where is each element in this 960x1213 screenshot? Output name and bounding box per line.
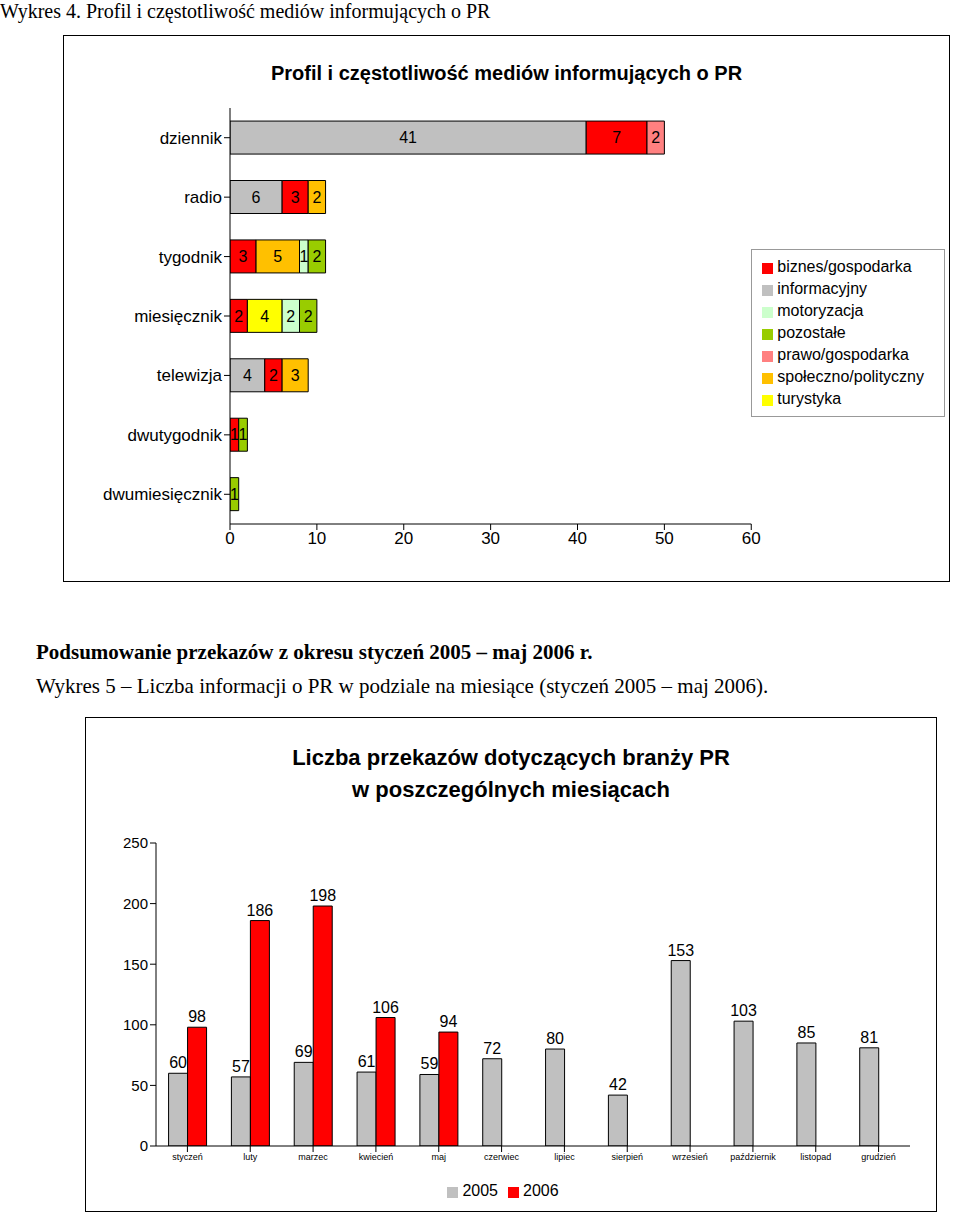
svg-text:czerwiec: czerwiec bbox=[484, 1152, 520, 1162]
svg-text:styczeń: styczeń bbox=[172, 1152, 203, 1162]
svg-text:30: 30 bbox=[481, 529, 500, 548]
svg-text:1: 1 bbox=[230, 426, 239, 443]
svg-text:4: 4 bbox=[260, 308, 269, 325]
svg-text:wrzesień: wrzesień bbox=[671, 1152, 708, 1162]
html-text:Liczba przekazów dotyczących b: Liczba przekazów dotyczących branży PR bbox=[292, 745, 730, 770]
svg-text:2: 2 bbox=[312, 189, 321, 206]
html-text:2006: 2006 bbox=[523, 1182, 559, 1199]
svg-text:2: 2 bbox=[304, 308, 313, 325]
svg-text:2: 2 bbox=[269, 367, 278, 384]
svg-text:radio: radio bbox=[184, 188, 222, 207]
svg-text:103: 103 bbox=[730, 1002, 757, 1019]
svg-text:69: 69 bbox=[295, 1043, 313, 1060]
svg-text:250: 250 bbox=[123, 834, 148, 851]
svg-text:106: 106 bbox=[372, 999, 399, 1016]
svg-text:dwutygodnik: dwutygodnik bbox=[127, 426, 222, 445]
svg-text:marzec: marzec bbox=[298, 1152, 328, 1162]
svg-text:10: 10 bbox=[307, 529, 326, 548]
html-text:motoryzacja: motoryzacja bbox=[777, 302, 864, 319]
svg-text:maj: maj bbox=[431, 1152, 446, 1162]
svg-text:1: 1 bbox=[239, 426, 248, 443]
svg-text:150: 150 bbox=[123, 956, 148, 973]
svg-text:61: 61 bbox=[358, 1053, 376, 1070]
html-text:Wykres 5 – Liczba informacji o: Wykres 5 – Liczba informacji o PR w podz… bbox=[36, 674, 769, 698]
svg-text:80: 80 bbox=[546, 1030, 564, 1047]
svg-text:20: 20 bbox=[394, 529, 413, 548]
svg-text:3: 3 bbox=[239, 248, 248, 265]
svg-text:lipiec: lipiec bbox=[554, 1152, 575, 1162]
svg-text:59: 59 bbox=[421, 1055, 439, 1072]
svg-text:4: 4 bbox=[243, 367, 252, 384]
svg-text:42: 42 bbox=[609, 1076, 627, 1093]
svg-text:186: 186 bbox=[247, 902, 274, 919]
svg-text:1: 1 bbox=[230, 486, 239, 503]
svg-text:57: 57 bbox=[232, 1058, 250, 1075]
html-text:informacyjny: informacyjny bbox=[777, 280, 868, 297]
svg-text:miesięcznik: miesięcznik bbox=[134, 307, 222, 326]
svg-text:98: 98 bbox=[188, 1008, 206, 1025]
svg-text:1: 1 bbox=[299, 248, 308, 265]
svg-text:153: 153 bbox=[667, 942, 694, 959]
html-text:Podsumowanie przekazów z okres: Podsumowanie przekazów z okresu styczeń … bbox=[36, 640, 593, 664]
svg-text:40: 40 bbox=[568, 529, 587, 548]
svg-text:październik: październik bbox=[730, 1152, 776, 1162]
svg-text:2: 2 bbox=[312, 248, 321, 265]
html-text:Wykres 4. Profil i częstotliwo: Wykres 4. Profil i częstotliwość mediów … bbox=[0, 0, 491, 22]
svg-text:dwumiesięcznik: dwumiesięcznik bbox=[103, 485, 223, 504]
svg-text:2: 2 bbox=[286, 308, 295, 325]
html-text:turystyka: turystyka bbox=[777, 390, 842, 407]
html-text:2005: 2005 bbox=[462, 1182, 498, 1199]
svg-text:198: 198 bbox=[309, 887, 336, 904]
svg-text:sierpień: sierpień bbox=[611, 1152, 643, 1162]
svg-text:200: 200 bbox=[123, 895, 148, 912]
svg-text:tygodnik: tygodnik bbox=[159, 248, 223, 267]
svg-text:grudzień: grudzień bbox=[861, 1152, 896, 1162]
svg-text:0: 0 bbox=[225, 529, 234, 548]
svg-text:50: 50 bbox=[655, 529, 674, 548]
svg-text:94: 94 bbox=[440, 1013, 458, 1030]
svg-text:kwiecień: kwiecień bbox=[359, 1152, 394, 1162]
svg-text:81: 81 bbox=[860, 1029, 878, 1046]
svg-text:dziennik: dziennik bbox=[160, 129, 223, 148]
svg-text:60: 60 bbox=[169, 1054, 187, 1071]
svg-text:0: 0 bbox=[140, 1137, 148, 1154]
svg-text:6: 6 bbox=[252, 189, 261, 206]
html-text:prawo/gospodarka: prawo/gospodarka bbox=[777, 346, 909, 363]
svg-text:3: 3 bbox=[291, 189, 300, 206]
svg-text:72: 72 bbox=[483, 1040, 501, 1057]
html-text:w poszczególnych miesiącach: w poszczególnych miesiącach bbox=[352, 777, 670, 802]
svg-text:100: 100 bbox=[123, 1016, 148, 1033]
svg-text:2: 2 bbox=[234, 308, 243, 325]
svg-text:41: 41 bbox=[399, 129, 417, 146]
svg-text:listopad: listopad bbox=[800, 1152, 831, 1162]
svg-text:85: 85 bbox=[798, 1024, 816, 1041]
svg-text:7: 7 bbox=[612, 129, 621, 146]
svg-text:50: 50 bbox=[131, 1077, 148, 1094]
svg-text:60: 60 bbox=[742, 529, 761, 548]
svg-text:2: 2 bbox=[651, 129, 660, 146]
html-text:Profil i częstotliwość mediów: Profil i częstotliwość mediów informując… bbox=[270, 62, 743, 84]
svg-text:3: 3 bbox=[291, 367, 300, 384]
svg-text:luty: luty bbox=[243, 1152, 258, 1162]
svg-text:5: 5 bbox=[273, 248, 282, 265]
svg-text:telewizja: telewizja bbox=[157, 366, 223, 385]
html-text:społeczno/polityczny: społeczno/polityczny bbox=[777, 368, 924, 385]
html-text:pozostałe: pozostałe bbox=[777, 324, 846, 341]
html-text:biznes/gospodarka: biznes/gospodarka bbox=[777, 258, 912, 275]
